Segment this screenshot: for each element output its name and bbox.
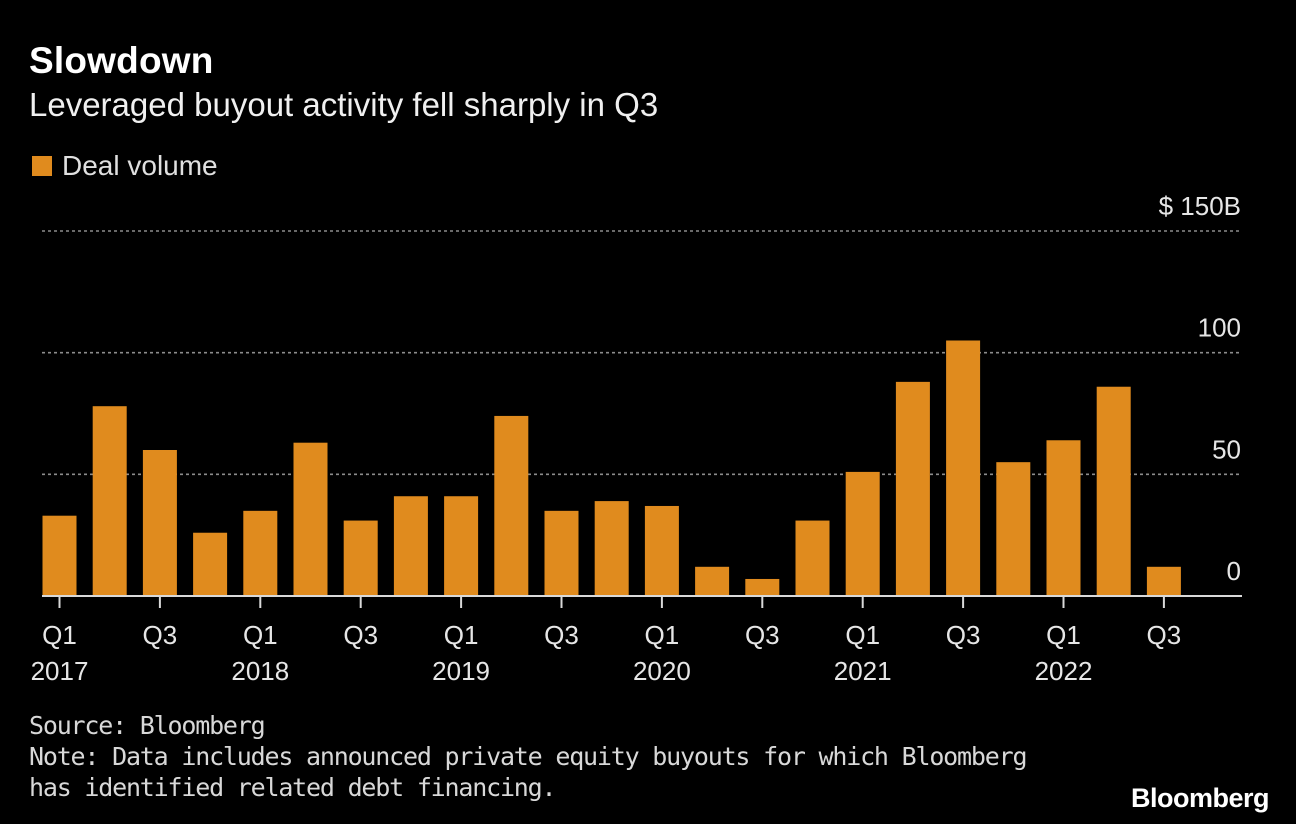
bar: [795, 520, 830, 596]
x-tick-year-label: 2021: [834, 656, 892, 686]
x-tick-label: Q1: [1046, 620, 1081, 650]
x-tick-label: Q1: [243, 620, 278, 650]
legend-label: Deal volume: [62, 150, 218, 181]
bar: [243, 510, 278, 596]
x-tick-label: Q3: [343, 620, 378, 650]
x-tick-year-label: 2022: [1035, 656, 1093, 686]
source-note: Source: Bloomberg: [29, 711, 266, 740]
x-tick-label: Q3: [946, 620, 981, 650]
x-tick-label: Q1: [845, 620, 880, 650]
bar: [544, 510, 579, 596]
bar: [92, 406, 127, 596]
x-tick-label: Q3: [143, 620, 178, 650]
x-tick-year-label: 2019: [432, 656, 490, 686]
x-tick-label: Q1: [645, 620, 680, 650]
bar: [193, 532, 228, 596]
chart-subtitle: Leveraged buyout activity fell sharply i…: [29, 86, 659, 123]
bar: [42, 515, 77, 596]
bar: [644, 505, 679, 596]
bar: [1146, 566, 1181, 596]
bar: [946, 340, 981, 596]
chart-title: Slowdown: [29, 40, 214, 81]
bar: [1096, 386, 1131, 596]
bar-chart: 0 50 100 $ 150B Q1 2017 Q3 Q1 2018 Q3 Q1 2019 Q3 Q1 20…: [31, 191, 1242, 686]
x-tick-year-label: 2018: [231, 656, 289, 686]
bar: [444, 496, 479, 596]
bar: [845, 471, 880, 596]
legend: Deal volume: [32, 150, 218, 182]
bar: [996, 462, 1031, 596]
y-tick-label: 50: [1212, 434, 1241, 464]
x-tick-label: Q3: [1147, 620, 1182, 650]
x-tick-label: Q3: [544, 620, 579, 650]
x-tick-year-label: 2020: [633, 656, 691, 686]
bar: [895, 381, 930, 596]
bloomberg-logo: Bloomberg: [1130, 783, 1270, 813]
x-tick-label: Q1: [42, 620, 77, 650]
bar: [594, 501, 629, 596]
x-tick-label: Q1: [444, 620, 479, 650]
bar: [1046, 440, 1081, 596]
bar: [494, 415, 529, 596]
bar: [142, 450, 177, 596]
bar: [343, 520, 378, 596]
bar: [695, 566, 730, 596]
legend-swatch: [32, 156, 52, 176]
bar: [393, 496, 428, 596]
footnote: Note: Data includes announced private eq…: [29, 742, 1027, 802]
y-tick-label: 0: [1227, 556, 1241, 586]
x-tick-label: Q3: [745, 620, 780, 650]
bar: [745, 578, 780, 596]
y-tick-label: $ 150B: [1159, 191, 1241, 221]
y-tick-label: 100: [1198, 313, 1241, 343]
bar: [293, 442, 328, 596]
x-tick-year-label: 2017: [31, 656, 89, 686]
